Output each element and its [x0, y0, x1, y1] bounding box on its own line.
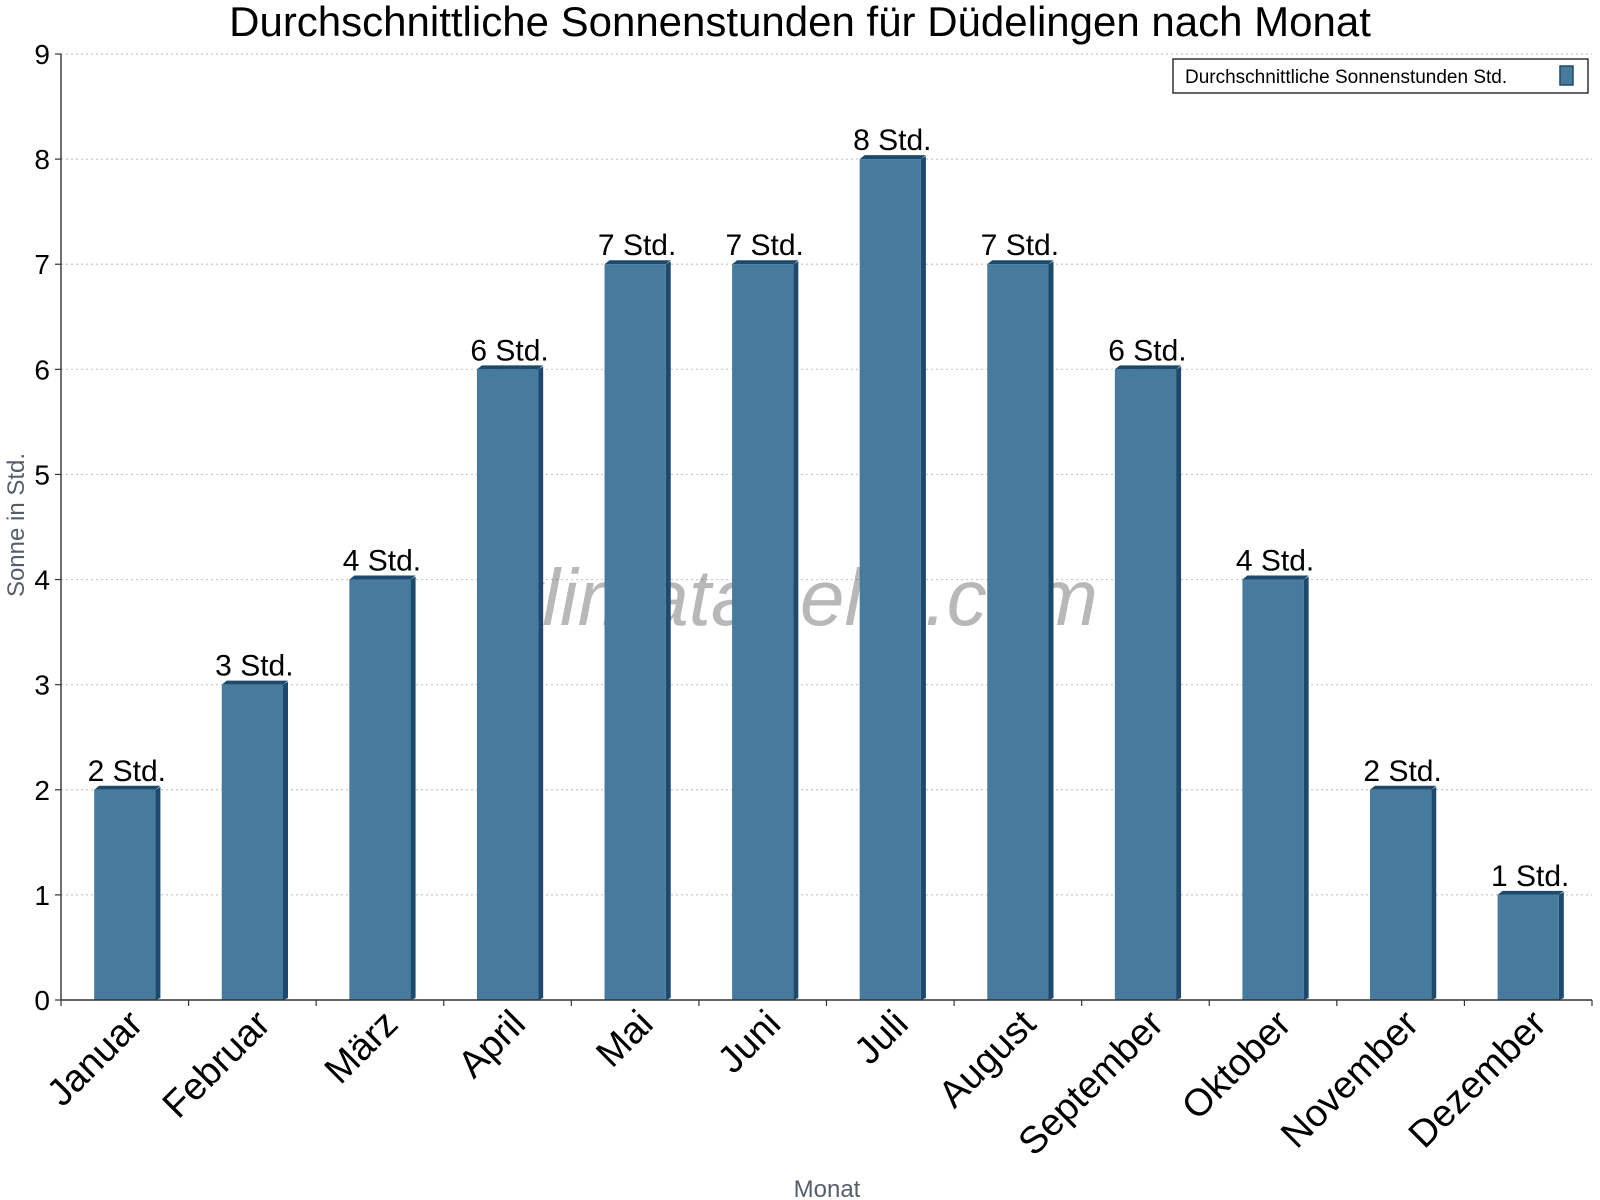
bar-oktober [1242, 575, 1309, 1000]
x-tick-label: Januar [39, 1002, 151, 1114]
x-tick-label: November [1273, 1002, 1427, 1156]
x-tick-label: März [317, 1003, 406, 1092]
bar-side [538, 366, 544, 1000]
legend-box [1172, 58, 1589, 94]
x-tick-label: Juli [847, 1003, 917, 1073]
bar [476, 369, 539, 1000]
bar-juni [732, 260, 799, 1000]
data-label: 8 Std. [853, 124, 931, 157]
chart-title: Durchschnittliche Sonnenstunden für Düde… [229, 0, 1371, 45]
x-tick-labels: Januar Februar März April Mai Juni Juli AugustS… [39, 1002, 1555, 1163]
data-label: 6 Std. [1108, 334, 1186, 367]
axes [55, 53, 1593, 1006]
bar-november [1370, 785, 1437, 1000]
bar-mai [604, 260, 671, 1000]
bar-side [1431, 786, 1437, 1000]
y-tick-label: 5 [34, 459, 50, 490]
bar-side [920, 156, 926, 1001]
bar-m-rz [349, 575, 416, 1000]
bar [221, 684, 283, 1000]
bar-april [476, 365, 544, 1000]
y-tick-label: 0 [34, 985, 50, 1016]
bar-januar [94, 785, 161, 1000]
y-tick-label: 4 [34, 565, 50, 596]
x-tick-label: Oktober [1174, 1002, 1300, 1128]
y-tick-label: 6 [34, 354, 50, 385]
bar [1114, 369, 1177, 1000]
bars [94, 155, 1564, 1001]
bar [732, 264, 794, 1000]
bar-top [1497, 890, 1564, 895]
y-tick-label: 2 [34, 775, 50, 806]
bar-top [1370, 785, 1437, 790]
data-label: 4 Std. [1236, 545, 1314, 578]
data-label: 2 Std. [1363, 755, 1441, 788]
legend-label: Durchschnittliche Sonnenstunden Std. [1185, 67, 1507, 88]
x-tick-label: Februar [155, 1002, 279, 1126]
legend: Durchschnittliche Sonnenstunden Std. [1172, 58, 1589, 94]
bar [1370, 789, 1432, 1000]
x-tick-label: Juni [710, 1003, 789, 1082]
bar-side [665, 261, 671, 1000]
y-tick-labels: 0 1 2 3 4 5 6 7 8 9 [34, 39, 50, 1016]
data-label: 7 Std. [598, 229, 676, 262]
bar-top [221, 680, 288, 685]
bar-top [349, 575, 416, 580]
bar-top [732, 260, 799, 265]
y-tick-label: 9 [34, 39, 50, 70]
x-tick-label: April [450, 1003, 533, 1086]
grid-lines [61, 53, 1592, 896]
bar-top [94, 785, 161, 790]
bar-top [987, 260, 1054, 265]
legend-swatch [1559, 65, 1574, 86]
bar-september [1114, 365, 1182, 1000]
x-tick-label: August [931, 1002, 1045, 1116]
bar [349, 579, 411, 1000]
bar-top [859, 155, 926, 160]
bar-side [282, 681, 288, 1000]
data-labels: 2 Std. 3 Std. 4 Std. 6 Std. 7 Std. 7 Std. 8 St… [88, 124, 1570, 893]
data-label: 7 Std. [981, 229, 1059, 262]
bar-top [1114, 365, 1182, 370]
bar-side [155, 786, 161, 1000]
bar-august [987, 260, 1054, 1000]
bar-top [604, 260, 671, 265]
bar-side [410, 576, 416, 1000]
bar-side [1558, 891, 1564, 1000]
bar-side [1048, 261, 1054, 1000]
bar [1497, 894, 1559, 1000]
data-label: 4 Std. [343, 545, 421, 578]
bar-top [476, 365, 544, 370]
bar-side [793, 261, 799, 1000]
x-tick-label: Mai [588, 1003, 661, 1076]
data-label: 2 Std. [88, 755, 166, 788]
y-axis-title: Sonne in Std. [3, 453, 30, 597]
bar-februar [221, 680, 288, 1000]
bar-side [1303, 576, 1309, 1000]
data-label: 1 Std. [1491, 860, 1569, 893]
bar-dezember [1497, 890, 1564, 1000]
y-tick-label: 8 [34, 144, 50, 175]
bar [1242, 579, 1304, 1000]
data-label: 3 Std. [215, 650, 293, 683]
bar-side [1176, 366, 1182, 1000]
x-axis-title: Monat [794, 1176, 861, 1200]
bar-top [1242, 575, 1309, 580]
y-tick-label: 3 [34, 670, 50, 701]
y-tick-label: 7 [34, 249, 50, 280]
bar [604, 264, 666, 1000]
bar-juli [859, 155, 926, 1001]
x-tick-label: Dezember [1401, 1002, 1555, 1156]
bar [987, 264, 1049, 1000]
data-label: 7 Std. [726, 229, 804, 262]
bar [94, 789, 156, 1000]
data-label: 6 Std. [470, 334, 548, 367]
bar [859, 159, 921, 1001]
y-tick-label: 1 [34, 880, 50, 911]
